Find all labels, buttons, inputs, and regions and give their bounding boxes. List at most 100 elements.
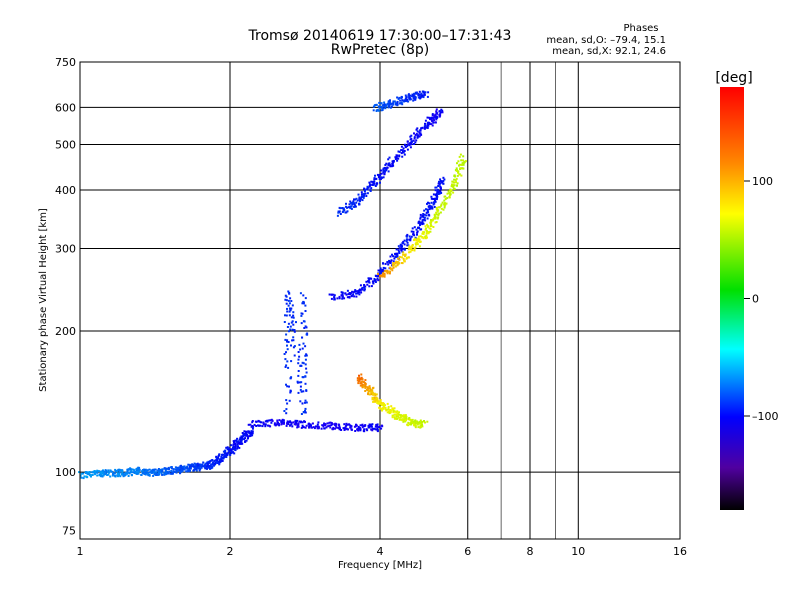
- data-point: [282, 422, 285, 425]
- data-point: [282, 419, 285, 422]
- data-point: [451, 184, 453, 187]
- data-point: [391, 102, 393, 105]
- data-point: [278, 419, 281, 422]
- data-point: [357, 425, 360, 428]
- data-point: [349, 292, 352, 295]
- data-point: [375, 109, 378, 112]
- data-point: [350, 202, 353, 205]
- data-point: [297, 391, 300, 394]
- data-point: [376, 397, 379, 400]
- data-point: [462, 167, 465, 170]
- data-point: [365, 388, 368, 391]
- data-point: [197, 467, 200, 470]
- data-point: [288, 424, 291, 427]
- data-point: [409, 146, 412, 149]
- data-point: [400, 152, 403, 155]
- data-point: [417, 93, 420, 96]
- data-point: [152, 474, 155, 477]
- data-point: [354, 289, 357, 292]
- data-point: [438, 183, 441, 186]
- data-point: [376, 423, 379, 426]
- data-point: [449, 193, 452, 196]
- data-point: [348, 203, 351, 206]
- y-tick-label: 750: [55, 56, 76, 69]
- data-point: [341, 295, 344, 298]
- data-point: [114, 469, 117, 472]
- data-point: [161, 468, 164, 471]
- data-point: [130, 470, 133, 473]
- data-point: [427, 122, 429, 125]
- data-point: [378, 401, 381, 404]
- data-point: [394, 255, 397, 258]
- data-point: [326, 422, 329, 425]
- data-point: [436, 197, 438, 199]
- data-point: [415, 239, 418, 242]
- data-point: [294, 419, 297, 422]
- data-point: [396, 101, 399, 104]
- data-point: [284, 298, 287, 301]
- data-point: [202, 465, 205, 468]
- data-point: [328, 424, 331, 427]
- data-point: [146, 469, 149, 472]
- data-point: [285, 383, 287, 386]
- data-point: [325, 426, 328, 429]
- data-point: [330, 422, 333, 424]
- data-point: [353, 205, 355, 208]
- data-point: [436, 217, 439, 220]
- data-point: [418, 220, 421, 223]
- data-point: [78, 471, 81, 474]
- data-point: [412, 421, 415, 423]
- data-point: [382, 171, 385, 174]
- data-point: [415, 420, 418, 423]
- data-point: [358, 196, 361, 199]
- data-point: [158, 473, 161, 476]
- x-tick-label: 10: [571, 545, 585, 558]
- data-point: [293, 423, 296, 426]
- data-point: [274, 424, 277, 427]
- data-point: [342, 427, 345, 430]
- data-point: [430, 195, 433, 198]
- data-point: [360, 196, 363, 198]
- data-point: [425, 208, 427, 211]
- data-point: [424, 228, 427, 231]
- data-point: [368, 387, 371, 390]
- data-point: [159, 470, 162, 473]
- data-point: [304, 420, 306, 423]
- data-point: [426, 95, 429, 98]
- data-point: [421, 223, 424, 226]
- data-point: [216, 459, 219, 462]
- data-point: [288, 302, 291, 305]
- data-point: [403, 153, 406, 156]
- data-point: [195, 467, 198, 470]
- data-point: [317, 425, 320, 428]
- data-point: [292, 314, 295, 317]
- data-point: [386, 269, 389, 272]
- data-point: [374, 185, 377, 187]
- data-point: [304, 409, 306, 412]
- data-point: [281, 419, 284, 422]
- data-point: [345, 293, 348, 296]
- data-point: [167, 472, 170, 475]
- data-point: [384, 107, 387, 110]
- data-point: [426, 126, 428, 129]
- data-point: [373, 396, 376, 399]
- data-point: [426, 420, 429, 423]
- data-point: [380, 403, 383, 406]
- data-point: [407, 143, 410, 146]
- data-point: [290, 321, 293, 324]
- data-point: [433, 119, 436, 122]
- data-point: [214, 461, 217, 464]
- data-point: [423, 231, 426, 234]
- data-point: [193, 462, 196, 465]
- data-point: [430, 219, 432, 221]
- data-point: [408, 245, 411, 248]
- data-point: [225, 453, 228, 456]
- data-point: [396, 257, 399, 260]
- data-point: [87, 472, 90, 475]
- data-point: [122, 475, 125, 478]
- points-layer: [78, 90, 467, 480]
- data-point: [376, 277, 379, 280]
- data-point: [218, 459, 221, 462]
- data-point: [404, 420, 407, 423]
- data-point: [366, 283, 369, 286]
